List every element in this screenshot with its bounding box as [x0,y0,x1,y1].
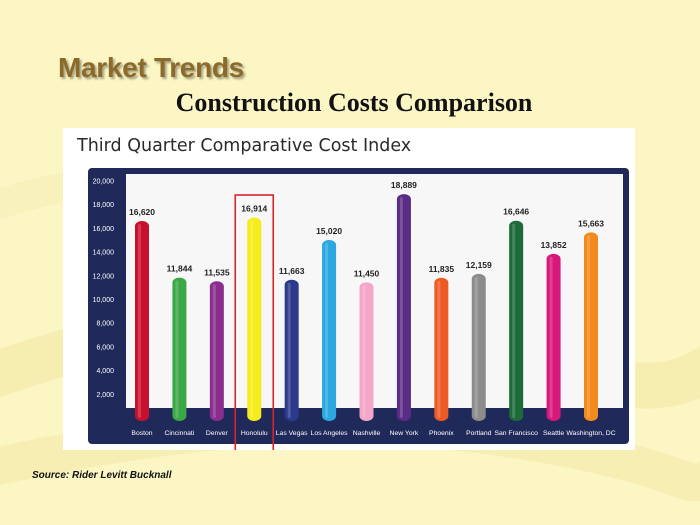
bar-shine [287,282,291,418]
highlight-box [234,194,275,450]
y-tick-label: 16,000 [93,226,115,233]
bar-shine [549,256,553,418]
category-label: Denver [206,430,229,437]
category-label: Las Vegas [276,430,308,437]
bar-shine [250,220,254,418]
bar-shine [512,223,516,418]
bar-los-angeles [322,240,337,421]
bar-shine [362,285,366,418]
slide-subtitle: Construction Costs Comparison [175,88,533,117]
plot-area [126,174,623,408]
y-tick-label: 18,000 [93,202,115,209]
bar-shine [138,224,141,418]
y-tick-label: 20,000 [93,179,115,186]
category-label: Seattle [543,430,564,437]
category-label: Los Angeles [311,430,349,437]
category-label: Nashville [353,430,381,437]
y-tick-label: 2,000 [96,392,114,399]
value-label: 16,914 [241,204,267,214]
value-label: 12,159 [466,260,492,270]
bar-san-francisco [509,220,524,421]
category-label: Phoenix [429,430,454,437]
category-label: New York [390,430,419,437]
value-label: 11,844 [167,264,193,274]
y-tick-label: 12,000 [93,273,115,280]
chart-title: Third Quarter Comparative Cost Index [77,136,412,156]
bar-shine [474,276,478,418]
bar-new-york [396,194,411,421]
y-tick-label: 8,000 [96,321,114,328]
bar-shine [437,280,441,418]
category-label: Honolulu [241,430,268,437]
bar-shine [212,284,216,418]
bar-shine [399,197,403,418]
bar-denver [209,281,224,421]
bar-seattle [546,253,561,421]
bar-shine [175,280,179,418]
value-label: 16,646 [503,207,529,217]
value-label: 18,889 [391,180,417,190]
bar-chart: 2,000 4,000 6,000 8,000 10,000 12,000 14,000 16… [88,168,629,450]
value-label: 11,535 [204,267,230,277]
bar-phoenix [434,277,449,421]
value-label: 11,835 [429,264,455,274]
category-label: Portland [466,430,492,437]
category-label: Cincinnati [164,430,194,437]
category-strip [126,408,623,444]
bar-nashville [359,282,374,421]
source-note: Source: Rider Levitt Bucknall [32,470,172,481]
value-label: 11,663 [279,266,305,276]
value-label: 15,663 [578,218,604,228]
category-label: Washington, DC [566,430,615,437]
y-tick-label: 14,000 [93,250,115,257]
bar-portland [471,273,486,421]
bar-cincinnati [172,277,187,421]
bar-boston [135,221,149,421]
slide-title: Market Trends [58,52,244,83]
value-label: 11,450 [354,268,380,278]
bar-shine [587,235,590,418]
y-tick-label: 10,000 [93,297,115,304]
y-tick-label: 6,000 [96,344,114,351]
value-label: 15,020 [316,226,342,236]
bar-honolulu [247,217,262,421]
chart-panel: Third Quarter Comparative Cost Index 2,0… [63,128,635,450]
category-label: Boston [131,430,152,437]
bar-washington-dc [584,232,598,421]
category-label: San Francisco [494,430,538,437]
value-label: 16,620 [129,207,155,217]
value-label: 13,852 [541,240,567,250]
bar-shine [325,243,329,418]
bar-las-vegas [284,279,299,421]
y-tick-label: 4,000 [96,368,114,375]
